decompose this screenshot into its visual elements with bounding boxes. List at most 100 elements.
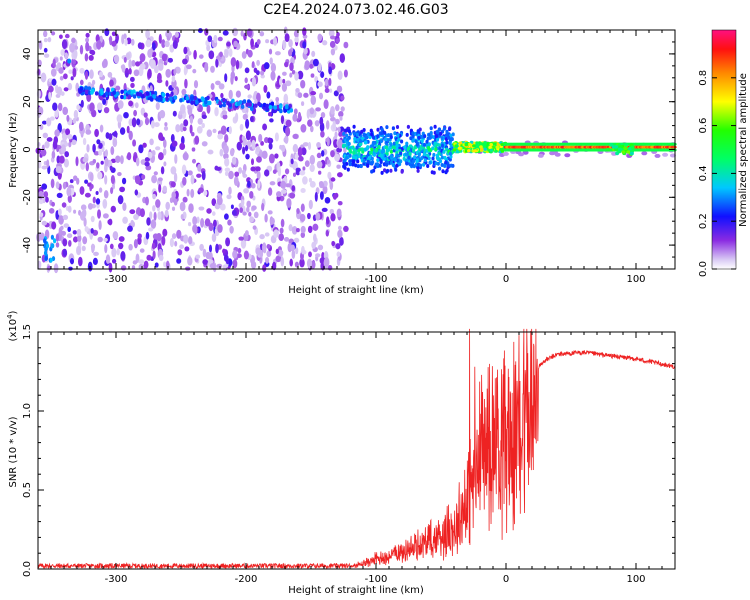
spectrogram-cell xyxy=(362,133,366,137)
spectrogram-cell xyxy=(269,181,276,186)
spectrogram-cell xyxy=(91,79,96,85)
spectrogram-cell xyxy=(472,144,476,148)
spectrogram-cell xyxy=(111,247,117,258)
spectrogram-cell xyxy=(82,137,87,146)
spectrogram-cell xyxy=(313,233,317,243)
spectrogram-cell xyxy=(449,154,453,159)
spectrogram-cell xyxy=(204,100,208,105)
spectrogram-cell xyxy=(291,249,296,259)
spectrogram-cell xyxy=(43,238,47,244)
spectrogram-cell xyxy=(303,47,308,55)
spectrogram-cell xyxy=(293,30,299,38)
spectrogram-cell xyxy=(63,87,69,92)
spectrogram-cell xyxy=(216,263,223,269)
spectrogram-cell xyxy=(434,147,438,152)
spectrogram-cell xyxy=(314,191,318,202)
spectrogram-cell xyxy=(173,95,178,100)
spectrogram-cell xyxy=(131,117,137,128)
x-tick-label: 100 xyxy=(626,274,645,285)
spectrogram-cell xyxy=(167,57,173,63)
spectrogram-cell xyxy=(329,35,336,40)
spectrogram-cell xyxy=(97,102,103,111)
spectrogram-cell xyxy=(110,187,114,195)
spectrogram-cell xyxy=(196,216,200,224)
spectrogram-cell xyxy=(121,34,125,45)
spectrogram-cell xyxy=(182,152,189,161)
spectrogram-cell xyxy=(135,157,140,167)
spectrogram-cell xyxy=(54,129,60,137)
spectrogram-cell xyxy=(135,253,140,263)
spectrogram-cell xyxy=(422,152,427,157)
spectrogram-cell xyxy=(283,93,289,104)
spectrogram-cell xyxy=(247,49,253,58)
spectrogram-cell xyxy=(374,148,378,153)
spectrogram-cell xyxy=(426,153,430,158)
spectrogram-cell xyxy=(264,213,268,223)
spectrogram-cell xyxy=(250,166,256,172)
spectrogram-cell xyxy=(149,138,154,146)
spectrogram-cell xyxy=(146,217,151,226)
spectrogram-cell xyxy=(59,155,65,164)
spectrogram-cell xyxy=(320,71,325,79)
spectrogram-cell xyxy=(129,209,136,215)
spectrogram-cell xyxy=(246,200,251,208)
spectrogram-cell xyxy=(411,131,415,136)
spectrogram-cell xyxy=(342,131,346,136)
snr-x-label: Height of straight line (km) xyxy=(288,585,424,596)
spectrogram-cell xyxy=(90,228,94,234)
spectrogram-cell xyxy=(306,258,313,269)
spectrogram-cell xyxy=(53,238,57,244)
spectrogram-cell xyxy=(98,142,103,149)
spectrogram-cell xyxy=(198,54,204,59)
spectrogram-cell xyxy=(63,158,69,168)
spectrogram-cell xyxy=(158,33,162,44)
spectrogram-cell xyxy=(312,58,319,67)
spectrogram-cell xyxy=(84,179,89,184)
spectrogram-cell xyxy=(119,155,124,165)
spectrogram-cell xyxy=(244,145,249,152)
spectrogram-cell xyxy=(362,128,366,132)
spectrogram-cell xyxy=(41,165,48,170)
spectrogram-cell xyxy=(290,244,295,252)
spectrogram-cell xyxy=(448,141,452,145)
spectrogram-cell xyxy=(139,63,146,70)
spectrogram-cell xyxy=(92,257,98,265)
spectrogram-cell xyxy=(237,247,242,254)
spectrogram-cell xyxy=(307,119,313,127)
spectrogram-cell xyxy=(206,104,211,114)
spectrogram-cell xyxy=(143,260,149,269)
spectrogram-cell xyxy=(352,147,356,152)
spectrogram-cell xyxy=(221,110,228,116)
spectrogram-cell xyxy=(274,51,281,56)
spectrogram-cell xyxy=(84,70,89,80)
spectrogram-cell xyxy=(57,102,63,112)
spectrogram-cell xyxy=(157,72,162,83)
spectrogram-cell xyxy=(85,89,89,95)
spectrogram-y-label: Frequency (Hz) xyxy=(8,112,19,188)
spectrogram-cell xyxy=(86,144,90,153)
spectrogram-cell xyxy=(187,106,193,116)
spectrogram-cell xyxy=(61,39,68,50)
spectrogram-cell xyxy=(325,229,330,237)
spectrogram-cell xyxy=(435,137,440,142)
spectrogram-cell xyxy=(419,146,423,151)
spectrogram-cell xyxy=(78,121,84,132)
spectrogram-cell xyxy=(275,96,280,103)
spectrogram-cell xyxy=(416,168,420,173)
spectrogram-cell xyxy=(85,37,90,43)
spectrogram-cell xyxy=(149,211,153,220)
spectrogram-cell xyxy=(285,183,292,188)
spectrogram-cell xyxy=(84,53,89,62)
spectrogram-cell xyxy=(125,52,130,61)
spectrogram-cell xyxy=(141,174,146,180)
spectrogram-cell xyxy=(320,111,326,119)
spectrogram-cell xyxy=(253,211,259,219)
spectrogram-cell xyxy=(104,157,109,167)
spectrogram-cell xyxy=(380,150,384,155)
spectrogram-cell xyxy=(285,119,292,127)
spectrogram-cell xyxy=(165,80,169,87)
spectrogram-cell xyxy=(337,126,341,134)
spectrogram-cell xyxy=(56,146,60,153)
spectrogram-cell xyxy=(101,60,107,69)
spectrogram-cell xyxy=(226,194,232,200)
